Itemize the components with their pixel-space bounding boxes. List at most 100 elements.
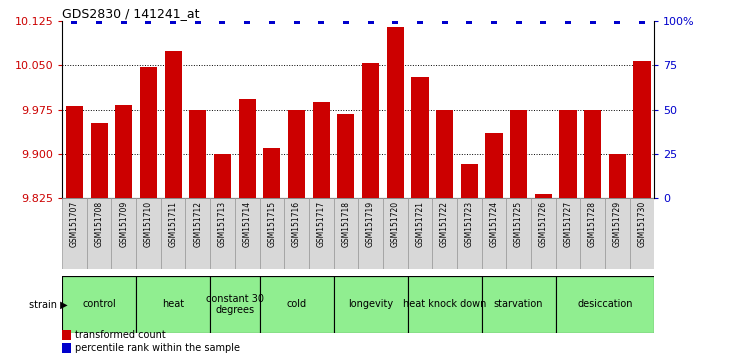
Text: GSM151715: GSM151715 [268,201,276,247]
Bar [412,77,428,198]
Bar [387,27,404,198]
Bar [235,198,260,269]
Text: GSM151711: GSM151711 [169,201,178,247]
Text: GSM151719: GSM151719 [366,201,375,247]
Bar [556,198,580,269]
Text: control: control [83,299,116,309]
Text: constant 30
degrees: constant 30 degrees [206,293,264,315]
Bar [534,194,552,198]
Bar [186,198,211,269]
Text: GSM151717: GSM151717 [317,201,326,247]
Point [488,18,500,24]
Bar [333,276,408,333]
Point [512,18,524,24]
Bar [260,198,284,269]
Point [611,18,623,24]
Text: transformed count: transformed count [75,330,166,341]
Text: GDS2830 / 141241_at: GDS2830 / 141241_at [62,7,200,20]
Point [587,18,599,24]
Bar [485,133,502,198]
Bar [584,110,601,198]
Text: GSM151720: GSM151720 [390,201,400,247]
Bar [62,331,72,341]
Bar [238,99,256,198]
Bar [288,110,305,198]
Text: heat knock down: heat knock down [403,299,486,309]
Text: desiccation: desiccation [577,299,632,309]
Bar [284,198,308,269]
Text: GSM151729: GSM151729 [613,201,622,247]
Bar [358,198,383,269]
Point [315,18,327,24]
Bar [408,198,432,269]
Bar [510,110,527,198]
Bar [482,198,506,269]
Bar [136,276,211,333]
Point [636,18,648,24]
Text: longevity: longevity [348,299,393,309]
Bar [609,154,626,198]
Bar [189,110,206,198]
Point [340,18,352,24]
Text: strain ▶: strain ▶ [29,299,68,309]
Text: GSM151721: GSM151721 [415,201,425,247]
Bar [66,105,83,198]
Bar [333,198,358,269]
Text: GSM151725: GSM151725 [514,201,523,247]
Bar [211,276,260,333]
Bar [482,276,556,333]
Text: GSM151730: GSM151730 [637,201,646,247]
Bar [629,198,654,269]
Point [390,18,401,24]
Point [69,18,80,24]
Text: GSM151718: GSM151718 [341,201,350,247]
Bar [161,198,186,269]
Bar [362,63,379,198]
Bar [633,61,651,198]
Bar [115,105,132,198]
Text: GSM151714: GSM151714 [243,201,251,247]
Point [365,18,376,24]
Point [414,18,425,24]
Bar [605,198,629,269]
Bar [461,164,478,198]
Bar [531,198,556,269]
Text: GSM151707: GSM151707 [70,201,79,247]
Point [143,18,154,24]
Text: heat: heat [162,299,184,309]
Bar [506,198,531,269]
Text: GSM151728: GSM151728 [588,201,597,247]
Text: GSM151723: GSM151723 [465,201,474,247]
Bar [112,198,136,269]
Bar [580,198,605,269]
Bar [408,276,482,333]
Text: GSM151722: GSM151722 [440,201,449,247]
Point [562,18,574,24]
Bar [140,67,157,198]
Bar [457,198,482,269]
Bar [263,148,281,198]
Point [241,18,253,24]
Bar [436,110,453,198]
Bar [432,198,457,269]
Point [167,18,179,24]
Text: GSM151716: GSM151716 [292,201,301,247]
Bar [313,102,330,198]
Bar [62,198,87,269]
Bar [214,154,231,198]
Text: GSM151710: GSM151710 [144,201,153,247]
Point [94,18,105,24]
Text: GSM151713: GSM151713 [218,201,227,247]
Text: GSM151708: GSM151708 [94,201,104,247]
Bar [556,276,654,333]
Point [537,18,549,24]
Bar [260,276,333,333]
Bar [337,114,355,198]
Bar [62,276,136,333]
Bar [211,198,235,269]
Text: GSM151726: GSM151726 [539,201,548,247]
Point [439,18,450,24]
Text: GSM151727: GSM151727 [564,201,572,247]
Point [266,18,278,24]
Bar [309,198,333,269]
